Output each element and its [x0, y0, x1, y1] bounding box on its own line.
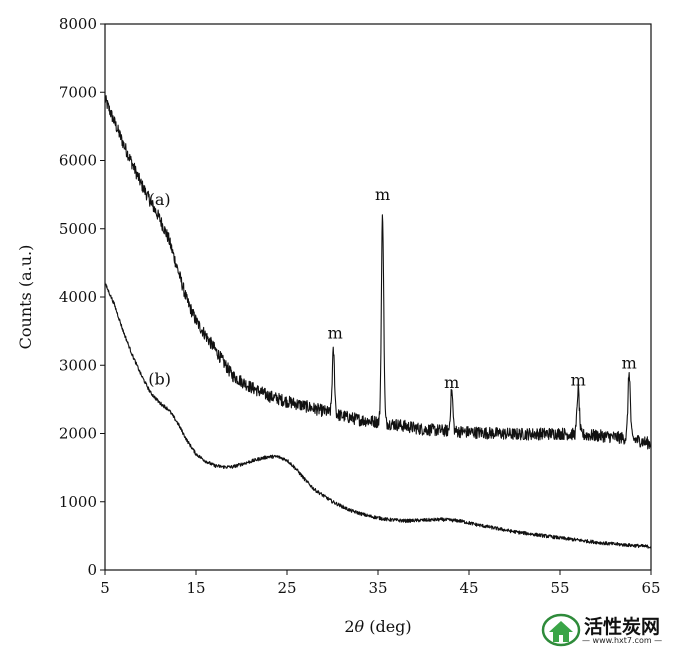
house-leaf-icon	[541, 613, 581, 647]
y-tick-label: 5000	[59, 220, 97, 238]
y-tick-label: 6000	[59, 152, 97, 170]
peak-annotation: m	[571, 371, 586, 390]
series-label: (a)	[149, 190, 171, 209]
peak-annotation: m	[622, 354, 637, 373]
x-tick-label: 25	[277, 579, 296, 597]
y-tick-label: 1000	[59, 493, 97, 511]
y-tick-label: 0	[87, 561, 97, 579]
peak-annotation: m	[375, 185, 390, 204]
y-tick-label: 2000	[59, 425, 97, 443]
x-tick-label: 65	[641, 579, 660, 597]
x-axis-title-prefix: 2	[344, 617, 354, 636]
x-tick-label: 5	[100, 579, 110, 597]
x-tick-label: 55	[550, 579, 569, 597]
x-axis-title-suffix: (deg)	[364, 617, 412, 636]
y-tick-label: 7000	[59, 83, 97, 101]
series-label: (b)	[148, 369, 171, 388]
y-axis-title: Counts (a.u.)	[16, 245, 35, 350]
x-axis-title-theta: θ	[355, 617, 365, 636]
series-line-b	[104, 282, 652, 549]
watermark-url: — www.hxt7.com —	[582, 636, 663, 645]
x-tick-label: 35	[368, 579, 387, 597]
y-tick-label: 4000	[59, 288, 97, 306]
x-tick-label: 15	[186, 579, 205, 597]
x-tick-label: 45	[459, 579, 478, 597]
y-tick-label: 8000	[59, 15, 97, 33]
y-tick-label: 3000	[59, 356, 97, 374]
peak-annotation: m	[328, 324, 343, 343]
series-line-a	[104, 95, 652, 450]
x-axis-title: 2θ (deg)	[344, 617, 411, 636]
watermark-logo: 活性炭网 — www.hxt7.com —	[540, 610, 670, 650]
peak-annotation: m	[444, 373, 459, 392]
watermark-text: 活性炭网	[584, 616, 661, 638]
